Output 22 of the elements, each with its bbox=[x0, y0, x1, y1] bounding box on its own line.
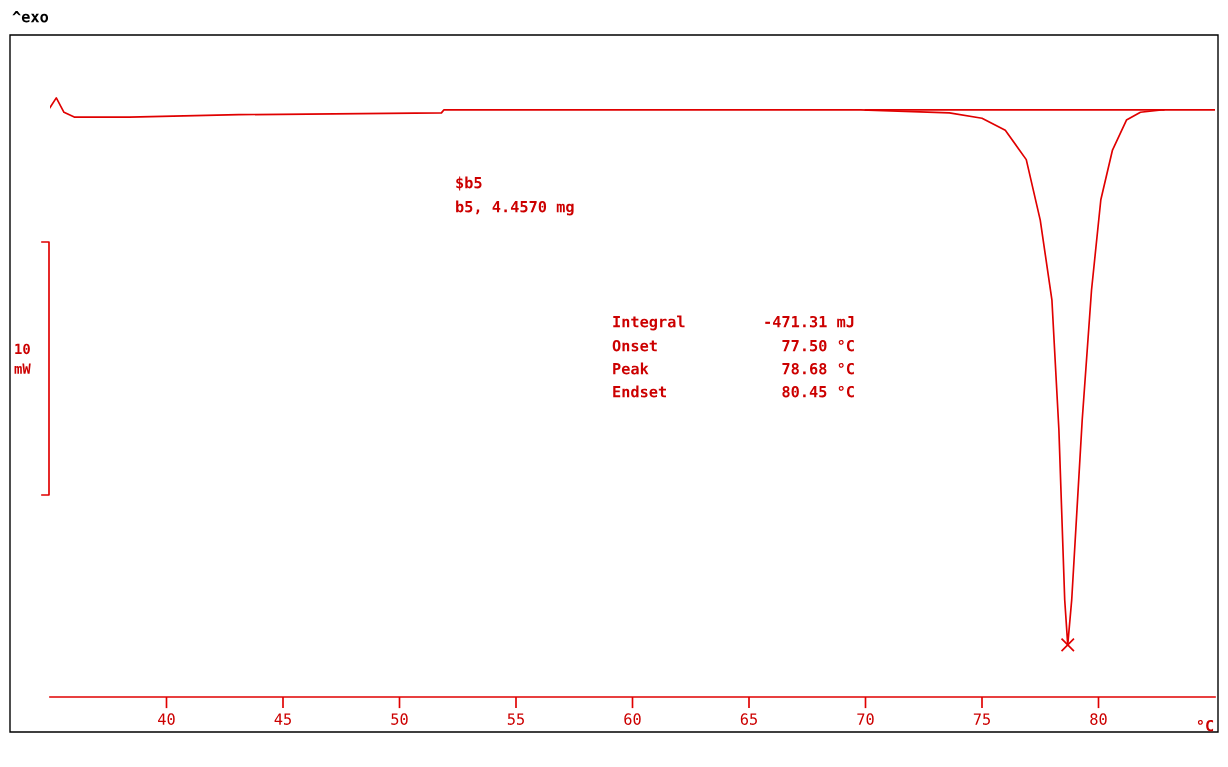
x-tick-label: 65 bbox=[740, 713, 757, 725]
text: ^exo bbox=[12, 11, 49, 23]
x-axis-title: °C bbox=[1197, 719, 1214, 732]
annotation: 77.50 °C bbox=[782, 339, 854, 352]
annotation: 80.45 °C bbox=[782, 385, 854, 398]
annotation: Endset bbox=[613, 385, 666, 398]
x-tick-label: 40 bbox=[158, 713, 175, 725]
annotation: Onset bbox=[612, 339, 657, 352]
x-tick-label: 80 bbox=[1090, 713, 1107, 725]
text: 10 mW bbox=[14, 343, 31, 374]
x-tick-label: 70 bbox=[857, 713, 874, 725]
annotation: -471.31 mJ bbox=[765, 315, 854, 328]
x-tick-label: 50 bbox=[391, 713, 408, 725]
annotation: 78.68 °C bbox=[782, 362, 854, 375]
x-tick-label: 60 bbox=[624, 713, 641, 725]
annotation: Integral bbox=[613, 315, 685, 331]
x-tick-label: 55 bbox=[507, 713, 524, 725]
annotation: b5, 4.4570 mg bbox=[456, 200, 574, 216]
x-tick-label: 75 bbox=[973, 713, 990, 725]
x-tick-label: 45 bbox=[274, 713, 291, 725]
annotation: Peak bbox=[613, 362, 649, 375]
annotation: $b5 bbox=[456, 176, 482, 191]
